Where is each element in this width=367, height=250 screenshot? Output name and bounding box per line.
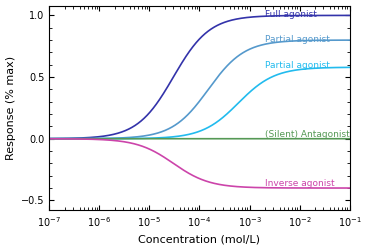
Y-axis label: Response (% max): Response (% max) [6, 56, 15, 160]
Text: Partial agonist: Partial agonist [265, 62, 330, 70]
X-axis label: Concentration (mol/L): Concentration (mol/L) [138, 234, 261, 244]
Text: Inverse agonist: Inverse agonist [265, 178, 334, 188]
Text: Full agonist: Full agonist [265, 10, 316, 19]
Text: Partial agonist: Partial agonist [265, 35, 330, 44]
Text: (Silent) Antagonist: (Silent) Antagonist [265, 130, 349, 139]
